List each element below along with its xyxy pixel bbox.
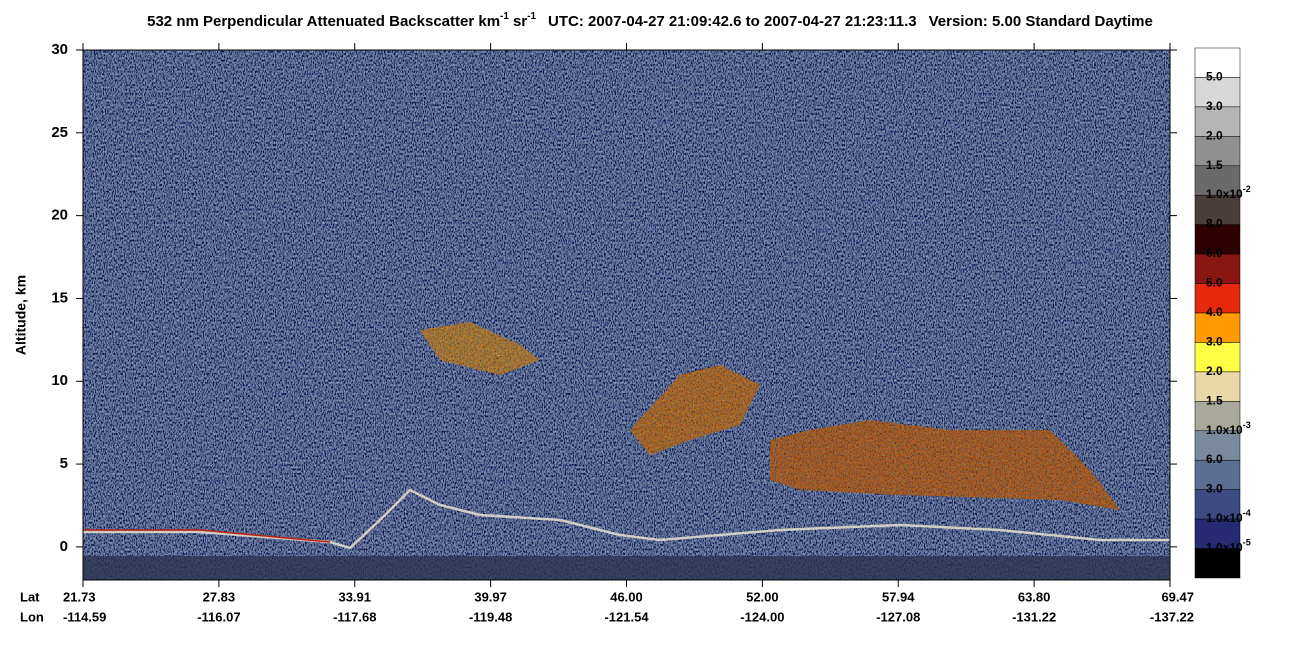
x-tick-label: 69.47 (1161, 589, 1194, 604)
colorbar-label: 8.0 (1206, 217, 1223, 231)
colorbar-label-exponent: -5 (1243, 538, 1251, 548)
y-axis-label: Altitude, km (13, 275, 29, 355)
x-tick-label: 27.83 (203, 589, 236, 604)
x-tick-label: -127.08 (876, 609, 920, 624)
y-tick-label: 15 (51, 289, 68, 306)
title-superscript: -1 (500, 11, 509, 22)
colorbar-label: 5.0 (1206, 276, 1223, 290)
colorbar-swatch (1194, 224, 1241, 255)
x-tick-label: -137.22 (1150, 609, 1194, 624)
colorbar-label-text: 5.0 (1206, 276, 1223, 290)
colorbar-swatch (1194, 548, 1241, 579)
title-part: UTC: 2007-04-27 21:09:42.6 to 2007-04-27… (548, 13, 917, 30)
colorbar-label-text: 1.5 (1206, 394, 1223, 408)
colorbar-label: 5.0 (1206, 70, 1223, 84)
colorbar-swatch (1194, 194, 1241, 225)
colorbar-swatch (1194, 312, 1241, 343)
colorbar-label-text: 6.0 (1206, 246, 1223, 260)
colorbar-label-text: 6.0 (1206, 452, 1223, 466)
colorbar-label: 1.0x10-4 (1206, 508, 1251, 525)
colorbar-label-text: 1.0x10 (1206, 187, 1243, 201)
x-tick-label: -124.00 (740, 609, 784, 624)
x-tick-label: -114.59 (63, 609, 106, 624)
colorbar-label-text: 1.0x10 (1206, 511, 1243, 525)
colorbar-label: 1.0x10-2 (1206, 185, 1251, 202)
colorbar-label-exponent: -2 (1243, 185, 1251, 195)
x-row-name: Lon (20, 609, 44, 624)
colorbar-label: 1.5 (1206, 394, 1223, 408)
colorbar-label: 3.0 (1206, 99, 1223, 113)
colorbar-label: 3.0 (1206, 335, 1223, 349)
colorbar-swatch (1194, 401, 1241, 432)
title-part: Version: 5.00 Standard Daytime (929, 13, 1153, 30)
x-tick-label: 63.80 (1018, 589, 1051, 604)
colorbar-label: 2.0 (1206, 364, 1223, 378)
title-part: sr (513, 13, 527, 30)
colorbar-label-text: 5.0 (1206, 70, 1223, 84)
colorbar-label-text: 2.0 (1206, 129, 1223, 143)
colorbar-label: 3.0 (1206, 482, 1223, 496)
colorbar-label-exponent: -3 (1243, 420, 1251, 430)
colorbar-swatch (1194, 165, 1241, 196)
y-tick-label: 25 (51, 124, 68, 141)
title-part: 532 nm Perpendicular Attenuated Backscat… (147, 13, 500, 30)
x-tick-label: -119.48 (469, 609, 512, 624)
colorbar-swatch (1194, 253, 1241, 284)
x-tick-label: 57.94 (882, 589, 915, 604)
x-tick-label: -131.22 (1012, 609, 1056, 624)
y-tick-label: 10 (51, 372, 68, 389)
colorbar-swatch (1194, 47, 1241, 78)
title-superscript: -1 (527, 11, 536, 22)
curtain-image (83, 50, 1170, 580)
x-tick-label: -116.07 (197, 609, 240, 624)
colorbar-swatch (1194, 430, 1241, 461)
x-tick-label: 33.91 (338, 589, 371, 604)
colorbar-swatch (1194, 518, 1241, 549)
colorbar-swatch (1194, 489, 1241, 520)
colorbar-swatch (1194, 136, 1241, 167)
y-tick-label: 20 (51, 207, 68, 224)
colorbar-label-text: 1.0x10 (1206, 541, 1243, 555)
x-tick-label: 21.73 (63, 589, 96, 604)
x-tick-label: 39.97 (474, 589, 507, 604)
colorbar-label-text: 8.0 (1206, 217, 1223, 231)
colorbar-label-text: 4.0 (1206, 305, 1223, 319)
y-tick-label: 0 (60, 538, 68, 555)
colorbar-label: 1.0x10-3 (1206, 420, 1251, 437)
x-tick-label: 46.00 (610, 589, 643, 604)
colorbar-label-text: 1.5 (1206, 158, 1223, 172)
colorbar-label-text: 3.0 (1206, 482, 1223, 496)
y-tick-label: 30 (51, 41, 68, 58)
colorbar-swatch (1194, 106, 1241, 137)
x-row-name: Lat (20, 589, 40, 604)
colorbar-label: 1.0x10-5 (1206, 538, 1251, 555)
colorbar-swatch (1194, 342, 1241, 373)
x-tick-label: -121.54 (604, 609, 649, 624)
x-tick-label: 52.00 (746, 589, 779, 604)
colorbar-label: 6.0 (1206, 246, 1223, 260)
colorbar-label-text: 2.0 (1206, 364, 1223, 378)
colorbar-label: 4.0 (1206, 305, 1223, 319)
colorbar-label-text: 1.0x10 (1206, 423, 1243, 437)
chart-title: 532 nm Perpendicular Attenuated Backscat… (147, 11, 1153, 30)
colorbar-label-exponent: -4 (1243, 508, 1251, 518)
colorbar-label-text: 3.0 (1206, 335, 1223, 349)
colorbar-label: 2.0 (1206, 129, 1223, 143)
y-tick-label: 5 (60, 455, 68, 472)
x-tick-label: -117.68 (333, 609, 376, 624)
colorbar-label: 1.5 (1206, 158, 1223, 172)
colorbar-label: 6.0 (1206, 452, 1223, 466)
colorbar-label-text: 3.0 (1206, 99, 1223, 113)
colorbar-swatch (1194, 371, 1241, 402)
colorbar-swatch (1194, 283, 1241, 314)
colorbar-swatch (1194, 459, 1241, 490)
